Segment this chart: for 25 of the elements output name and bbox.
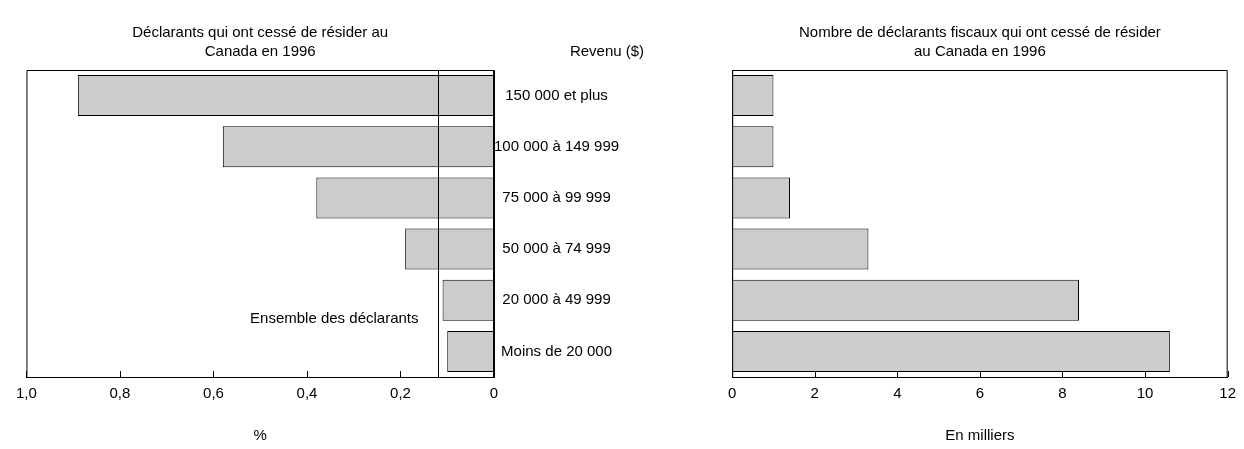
x-tick-label: 0,2: [390, 384, 411, 402]
x-tick-label: 10: [1136, 384, 1154, 402]
x-tick-label: 0: [728, 384, 737, 402]
ref-line-label: Ensemble des déclarants: [250, 308, 419, 326]
x-tick-label: 0,4: [296, 384, 318, 402]
y-axis-title: Revenu ($): [569, 42, 645, 59]
x-axis-title: %: [253, 426, 267, 444]
y-tick-label: 75 000 à 99 999: [502, 188, 611, 206]
x-tick-label: 8: [1058, 384, 1067, 402]
x-tick-label: 6: [975, 384, 985, 402]
x-tick-label: 1,0: [16, 384, 37, 402]
x-axis-title: En milliers: [945, 426, 1015, 444]
x-tick-label: 2: [810, 384, 819, 402]
chart-title: Nombre de déclarants fiscaux qui ont cessé de résider au Canada en 1996: [798, 23, 1161, 59]
x-tick-label: 0: [489, 384, 499, 402]
x-tick-label: 4: [893, 384, 902, 402]
y-tick-label: Moins de 20 000: [501, 341, 613, 359]
y-tick-label: 150 000 et plus: [505, 85, 608, 103]
x-tick-label: 0,8: [109, 384, 131, 402]
y-tick-label: 100 000 à 149 999: [494, 136, 620, 154]
x-tick-label: 0,6: [203, 384, 224, 402]
chart-title: Déclarants qui ont cessé de résider au Canada en 1996: [132, 23, 389, 59]
y-tick-label: 50 000 à 74 999: [502, 239, 611, 257]
y-tick-label: 20 000 à 49 999: [502, 290, 611, 308]
x-tick-label: 12: [1219, 384, 1236, 402]
